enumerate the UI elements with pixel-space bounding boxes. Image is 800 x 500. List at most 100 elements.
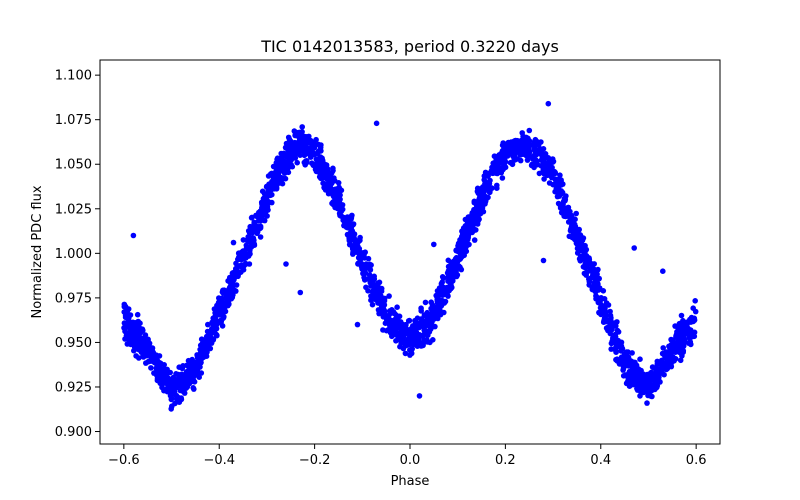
data-point	[199, 340, 206, 347]
data-point	[332, 204, 338, 211]
data-point	[228, 295, 234, 302]
data-point	[175, 394, 182, 401]
data-point	[624, 379, 631, 386]
data-point	[632, 381, 639, 388]
data-point	[644, 400, 650, 406]
data-point	[181, 383, 188, 390]
data-point	[140, 327, 146, 334]
data-point	[240, 237, 247, 243]
data-point	[216, 295, 222, 301]
data-point	[321, 184, 327, 191]
data-point	[186, 372, 193, 378]
data-point	[659, 350, 666, 357]
data-point	[396, 331, 403, 338]
data-point	[394, 304, 400, 311]
data-point	[553, 186, 560, 192]
outlier-point	[354, 321, 361, 328]
data-point	[555, 200, 562, 207]
data-point	[278, 154, 285, 161]
data-point	[251, 241, 258, 247]
data-point	[550, 181, 556, 188]
data-point	[603, 316, 610, 323]
y-tick-label: 1.075	[55, 113, 92, 128]
data-point	[382, 308, 388, 315]
data-point	[656, 371, 662, 377]
data-point	[183, 362, 190, 369]
data-point	[438, 280, 445, 287]
data-point	[390, 309, 397, 315]
data-point	[213, 318, 220, 325]
y-tick-label: 1.000	[55, 247, 92, 262]
data-point	[282, 162, 289, 169]
data-point	[261, 217, 268, 224]
y-axis-label: Normalized PDC flux	[30, 185, 45, 318]
data-point	[251, 220, 257, 227]
data-point	[434, 314, 441, 321]
data-point	[294, 159, 301, 166]
data-point	[596, 287, 602, 293]
data-point	[425, 332, 431, 339]
data-point	[160, 376, 166, 383]
data-point	[614, 358, 620, 364]
data-point	[170, 389, 176, 395]
data-point	[311, 144, 318, 151]
data-point	[608, 340, 615, 347]
x-tick-label: −0.2	[299, 453, 331, 468]
data-point	[176, 374, 182, 381]
data-point	[148, 365, 154, 371]
data-point	[222, 301, 229, 307]
data-point	[137, 320, 143, 327]
data-point	[594, 280, 601, 286]
data-point	[621, 351, 628, 357]
data-point	[392, 326, 399, 333]
data-point	[501, 142, 508, 149]
data-point	[255, 218, 262, 224]
data-point	[661, 371, 667, 378]
data-point	[436, 305, 442, 312]
data-point	[133, 342, 140, 349]
data-point	[614, 319, 620, 325]
data-point	[457, 250, 463, 256]
data-point	[204, 328, 211, 335]
data-point	[526, 149, 533, 155]
data-point	[395, 336, 402, 343]
data-point	[440, 275, 447, 282]
data-point	[291, 152, 297, 159]
data-point	[563, 193, 569, 199]
data-point	[365, 276, 372, 282]
data-point	[465, 221, 472, 227]
data-point	[264, 213, 270, 219]
data-point	[336, 204, 343, 211]
data-point	[689, 334, 695, 340]
data-point	[222, 308, 229, 315]
data-point	[511, 138, 518, 144]
data-point	[225, 278, 231, 284]
data-point	[408, 329, 414, 336]
data-point	[297, 152, 303, 158]
data-point	[351, 241, 358, 248]
data-point	[673, 331, 680, 338]
x-tick-label: −0.4	[203, 453, 235, 468]
y-tick-label: 0.950	[55, 336, 92, 351]
data-point	[593, 270, 599, 277]
data-point	[147, 357, 153, 364]
data-point	[124, 341, 131, 347]
data-point	[484, 171, 491, 178]
data-point	[386, 293, 392, 299]
data-point	[396, 313, 403, 320]
data-point	[310, 162, 317, 169]
data-point	[373, 297, 380, 303]
data-point	[542, 151, 549, 157]
data-point	[533, 150, 539, 157]
data-point	[474, 188, 481, 195]
data-point	[330, 165, 336, 172]
data-point	[692, 298, 698, 304]
data-point	[476, 198, 482, 205]
data-point	[181, 376, 187, 382]
data-point	[127, 312, 134, 318]
data-point	[533, 160, 539, 166]
x-tick-label: −0.6	[108, 453, 140, 468]
data-point	[497, 155, 504, 161]
data-point	[517, 148, 524, 154]
data-point	[546, 160, 553, 166]
